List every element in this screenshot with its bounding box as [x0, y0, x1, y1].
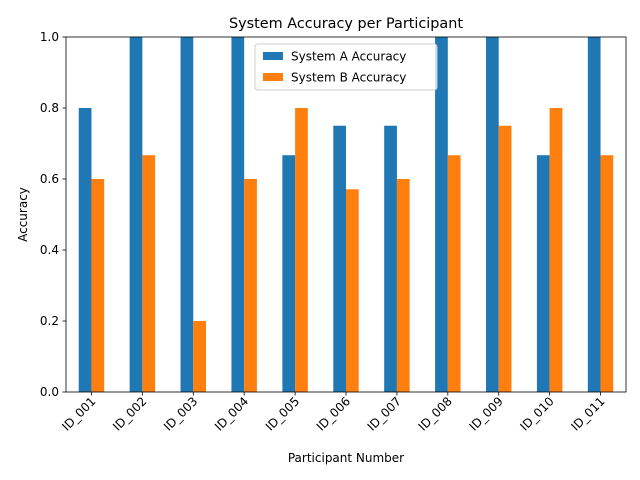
legend: System A Accuracy System B Accuracy	[254, 43, 438, 91]
y-tick-label: 0.4	[40, 243, 59, 257]
x-axis-ticks: ID_001 ID_002 ID_003 ID_004 ID_005 ID_006 ID_0…	[59, 392, 608, 434]
bar-system-a-id-008	[435, 37, 448, 392]
x-tick-label: ID_008	[416, 394, 455, 433]
bar-system-a-id-006	[333, 125, 346, 392]
bar-system-b-id-007	[396, 179, 410, 392]
x-tick-label: ID_010	[517, 394, 556, 433]
y-tick-label: 0.2	[40, 314, 59, 328]
bar-system-a-id-003	[180, 37, 194, 392]
bar-system-a-id-005	[282, 155, 296, 392]
x-tick-label: ID_001	[59, 394, 98, 433]
y-tick-label: 0.8	[40, 101, 59, 115]
legend-swatch-system-a	[263, 52, 283, 60]
x-tick-label: ID_004	[212, 394, 251, 433]
legend-label-system-a: System A Accuracy	[291, 50, 406, 64]
x-tick-label: ID_011	[568, 394, 607, 433]
bar-system-a-id-001	[78, 108, 92, 392]
bar-system-a-id-002	[129, 37, 143, 392]
bar-system-a-id-011	[587, 37, 601, 392]
bar-system-a-id-007	[384, 125, 397, 392]
legend-swatch-system-b	[263, 73, 283, 81]
legend-box	[254, 43, 438, 91]
bars-layer	[78, 37, 614, 392]
x-tick-label: ID_002	[110, 394, 149, 433]
bar-system-b-id-005	[295, 108, 308, 392]
bar-system-b-id-004	[244, 179, 257, 392]
y-axis-ticks: 0.0 0.2 0.4 0.6 0.8 1.0	[40, 30, 66, 399]
bar-system-b-id-009	[498, 125, 512, 392]
x-tick-label: ID_009	[466, 394, 505, 433]
bar-system-a-id-010	[536, 155, 550, 392]
bar-system-b-id-001	[91, 179, 105, 392]
x-tick-label: ID_005	[263, 394, 302, 433]
x-tick-label: ID_003	[161, 394, 200, 433]
y-tick-label: 0.6	[40, 172, 59, 186]
x-tick-label: ID_007	[365, 394, 404, 433]
bar-system-a-id-009	[486, 37, 499, 392]
x-axis-label: Participant Number	[288, 451, 404, 465]
bar-system-b-id-003	[193, 321, 206, 392]
y-tick-label: 0.0	[40, 385, 59, 399]
bar-system-b-id-010	[549, 108, 563, 392]
y-tick-label: 1.0	[40, 30, 59, 44]
chart-title: System Accuracy per Participant	[229, 16, 463, 32]
bar-system-a-id-004	[231, 37, 245, 392]
bar-system-b-id-011	[600, 155, 614, 392]
bar-system-b-id-002	[142, 155, 156, 392]
x-tick-label: ID_006	[314, 394, 353, 433]
legend-label-system-b: System B Accuracy	[291, 71, 406, 85]
bar-system-b-id-006	[346, 189, 359, 392]
bar-system-b-id-008	[447, 155, 461, 392]
y-axis-label: Accuracy	[16, 187, 30, 242]
